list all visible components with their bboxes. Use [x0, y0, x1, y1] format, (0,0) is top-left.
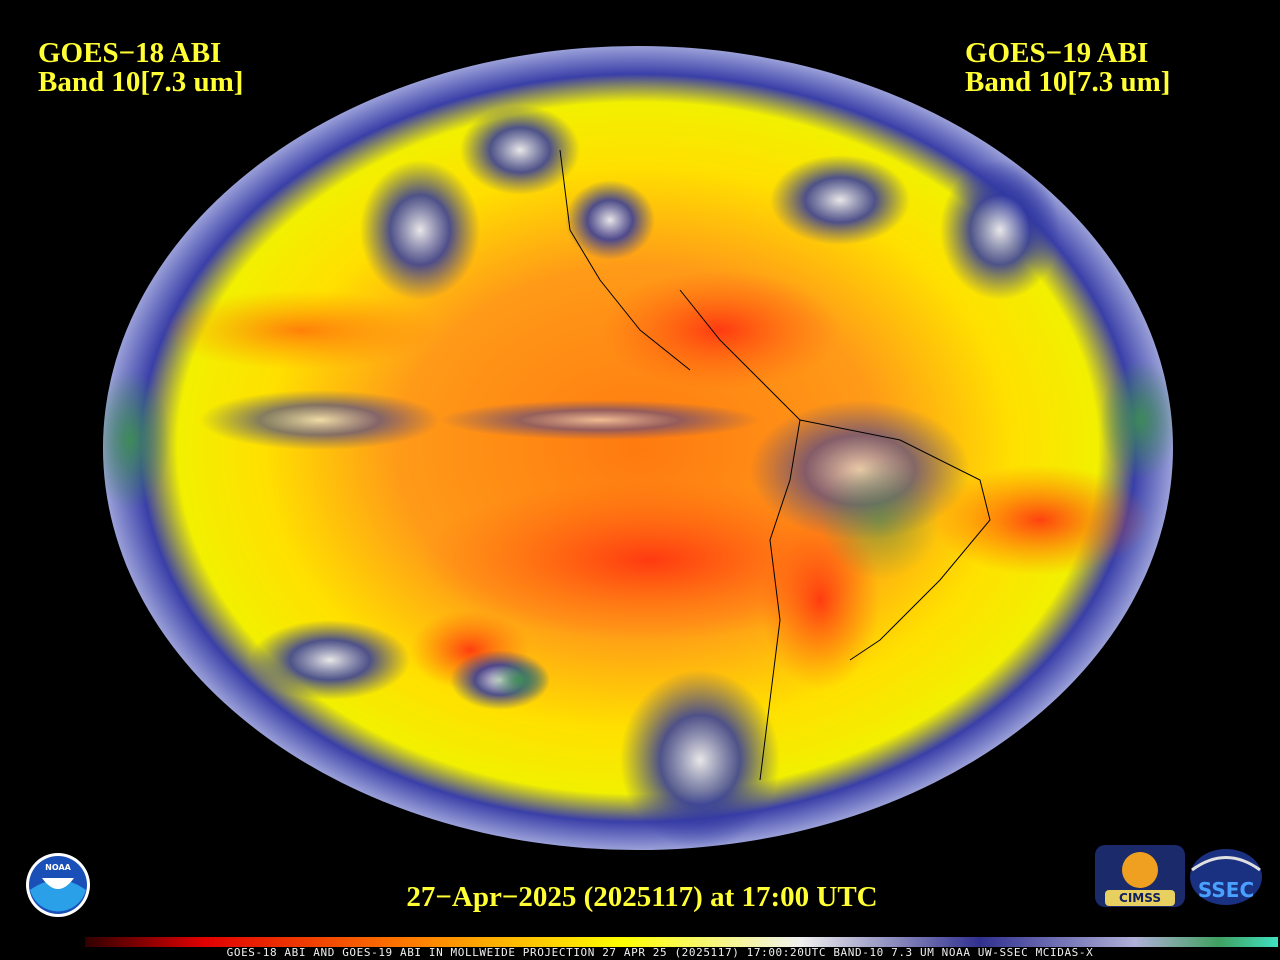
noaa-logo: NOAA	[26, 853, 90, 917]
color-bar	[85, 937, 1278, 947]
right-satellite: GOES−19 ABI	[965, 37, 1148, 69]
globe	[103, 46, 1173, 850]
noaa-label: NOAA	[45, 863, 71, 872]
left-band: Band 10[7.3 um]	[38, 66, 243, 98]
cimss-logo: CIMSS	[1095, 845, 1185, 907]
right-band: Band 10[7.3 um]	[965, 66, 1170, 98]
ssec-logo: SSEC	[1190, 849, 1262, 905]
ssec-label: SSEC	[1198, 878, 1254, 902]
footer-caption: GOES-18 ABI AND GOES-19 ABI IN MOLLWEIDE…	[227, 946, 1094, 959]
timestamp: 27−Apr−2025 (2025117) at 17:00 UTC	[406, 881, 877, 913]
left-satellite: GOES−18 ABI	[38, 37, 221, 69]
weather-features	[103, 105, 1173, 850]
cimss-label: CIMSS	[1119, 891, 1161, 905]
